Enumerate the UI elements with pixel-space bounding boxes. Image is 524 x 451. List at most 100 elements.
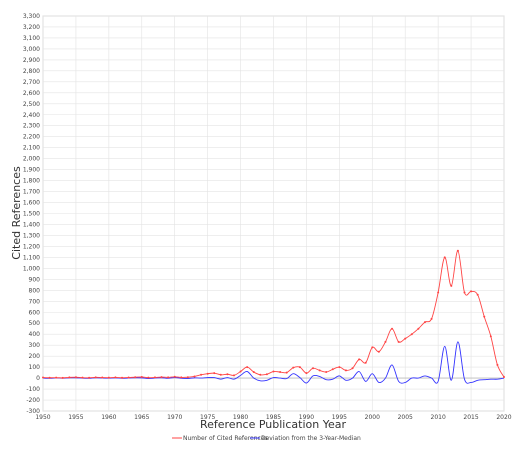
y-tick-label: 900	[29, 276, 41, 283]
data-point	[265, 373, 268, 376]
data-point	[417, 327, 420, 330]
x-tick-label: 1955	[68, 414, 83, 421]
data-point	[397, 340, 400, 343]
data-point	[292, 366, 295, 369]
y-tick-label: 2,900	[23, 57, 40, 64]
series-layer	[42, 249, 505, 384]
data-point	[331, 368, 334, 371]
data-point	[246, 366, 249, 369]
data-point	[259, 373, 262, 376]
y-tick-label: 1,400	[23, 221, 40, 228]
y-axis-ticks: -300 -200 -100 0 100 200 300 400 500 600 700 800 900…	[23, 13, 40, 415]
y-tick-label: -300	[26, 408, 40, 415]
data-point	[101, 376, 104, 379]
data-point	[107, 376, 110, 379]
data-point	[114, 376, 117, 379]
data-point	[358, 358, 361, 361]
data-point	[384, 340, 387, 343]
data-point	[167, 376, 170, 379]
y-tick-label: 3,000	[23, 46, 40, 53]
data-point	[305, 372, 308, 375]
y-axis-title: Cited References	[10, 166, 23, 260]
x-tick-label: 1965	[134, 414, 149, 421]
data-point	[232, 374, 235, 377]
data-point	[153, 376, 156, 379]
series-line-1	[42, 341, 505, 384]
y-tick-label: 1,600	[23, 200, 40, 207]
data-point	[338, 366, 341, 369]
data-point	[344, 369, 347, 372]
data-point	[186, 376, 189, 379]
data-point	[325, 371, 328, 374]
data-point	[285, 371, 288, 374]
data-point	[74, 376, 77, 379]
data-point	[489, 335, 492, 338]
data-point	[496, 363, 499, 366]
y-tick-label: 700	[29, 298, 41, 305]
y-tick-label: 200	[29, 353, 41, 360]
x-tick-label: 1995	[332, 414, 347, 421]
data-point	[173, 375, 176, 378]
data-point	[239, 370, 242, 373]
data-point	[450, 284, 453, 287]
data-point	[437, 291, 440, 294]
y-tick-label: 2,600	[23, 90, 40, 97]
data-point	[410, 333, 413, 336]
y-tick-label: 1,200	[23, 243, 40, 250]
x-tick-label: 2005	[398, 414, 413, 421]
data-point	[298, 366, 301, 369]
data-point	[377, 350, 380, 353]
data-point	[456, 249, 459, 252]
data-point	[127, 376, 130, 379]
data-point	[364, 361, 367, 364]
data-point	[423, 321, 426, 324]
y-tick-label: 600	[29, 309, 41, 316]
data-point	[312, 367, 315, 370]
data-point	[391, 327, 394, 330]
data-point	[68, 376, 71, 379]
x-tick-label: 2020	[496, 414, 511, 421]
data-point	[470, 290, 473, 293]
y-tick-label: 1,500	[23, 211, 40, 218]
data-point	[180, 376, 183, 379]
data-point	[430, 317, 433, 320]
y-tick-label: 2,100	[23, 145, 40, 152]
data-point	[371, 346, 374, 349]
data-point	[404, 337, 407, 340]
data-point	[219, 373, 222, 376]
y-tick-label: 2,000	[23, 156, 40, 163]
data-point	[81, 376, 84, 379]
x-axis-ticks: 1950 1955 1960 1965 1970 1975 1980 1985 1990 1995…	[35, 414, 511, 421]
y-tick-label: 2,300	[23, 123, 40, 130]
y-tick-label: 2,400	[23, 112, 40, 119]
y-tick-label: 1,000	[23, 265, 40, 272]
y-tick-label: 500	[29, 320, 41, 327]
x-tick-label: 1970	[167, 414, 182, 421]
y-tick-label: 3,100	[23, 35, 40, 42]
data-point	[134, 376, 137, 379]
data-point	[351, 367, 354, 370]
x-tick-label: 1990	[299, 414, 314, 421]
y-tick-label: 1,300	[23, 232, 40, 239]
data-point	[121, 376, 124, 379]
y-tick-label: 3,300	[23, 13, 40, 20]
data-point	[42, 376, 44, 379]
y-tick-label: -100	[26, 386, 40, 393]
data-point	[476, 293, 479, 296]
x-tick-label: 1960	[101, 414, 116, 421]
data-point	[61, 376, 64, 379]
data-point	[147, 376, 150, 379]
legend-entry-deviation: Deviation from the 3-Year-Median	[261, 435, 361, 442]
y-tick-label: 2,200	[23, 134, 40, 141]
data-point	[226, 373, 229, 376]
legend-entry-cited: Number of Cited References	[183, 435, 268, 442]
y-tick-label: 1,900	[23, 167, 40, 174]
x-tick-label: 1975	[200, 414, 215, 421]
data-point	[279, 371, 282, 374]
data-point	[318, 369, 321, 372]
data-point	[160, 376, 163, 379]
x-tick-label: 1985	[266, 414, 281, 421]
data-point	[94, 376, 97, 379]
data-point	[88, 376, 91, 379]
